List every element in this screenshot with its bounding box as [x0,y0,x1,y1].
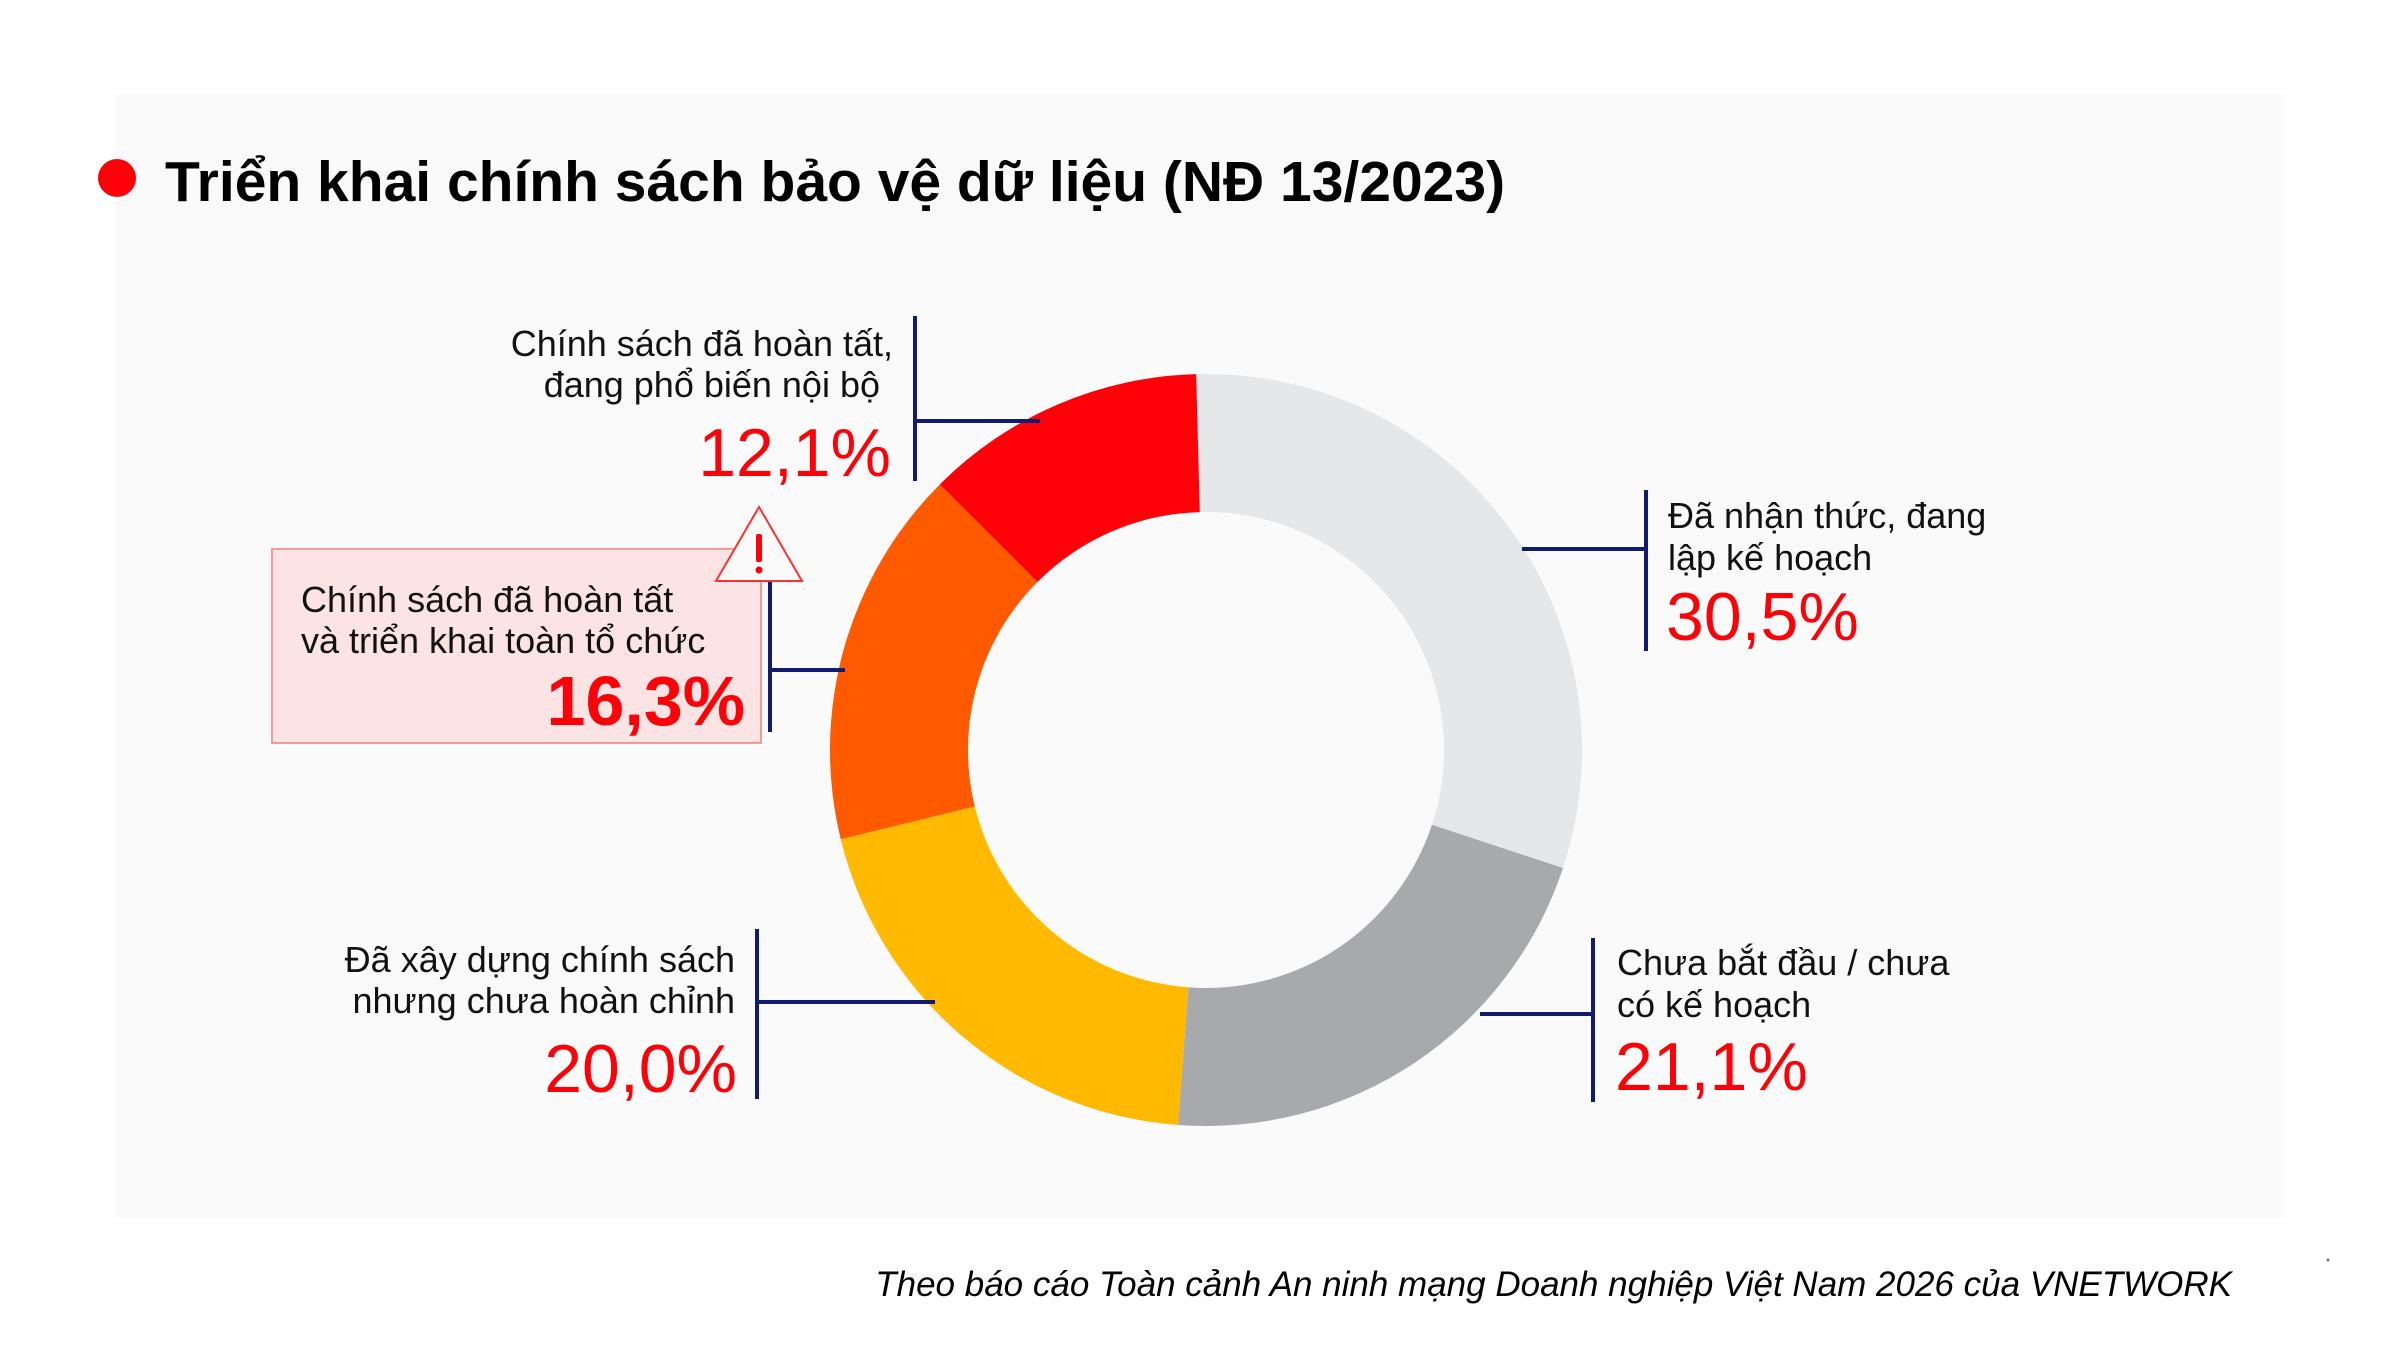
label-line1: Chưa bắt đầu / chưa [1617,942,1950,983]
callout-complete-disseminating: Chính sách đã hoàn tất, đang phổ biến nộ… [511,316,1040,491]
value-label: 30,5% [1666,579,1859,655]
label-line2: nhưng chưa hoàn chỉnh [353,980,735,1021]
callout-built-incomplete: Đã xây dựng chính sách nhưng chưa hoàn c… [345,929,935,1107]
callout-aware-planning: Đã nhận thức, đang lập kế hoạch 30,5% [1522,490,1986,655]
source-caption: Theo báo cáo Toàn cảnh An ninh mạng Doan… [875,1265,2233,1304]
callout-not-started: Chưa bắt đầu / chưa có kế hoạch 21,1% [1480,938,1950,1105]
value-label: 20,0% [544,1031,737,1107]
label-line2: có kế hoạch [1617,984,1811,1025]
donut-segment [1196,374,1582,869]
label-line2: và triển khai toàn tổ chức [301,620,705,661]
label-line1: Chính sách đã hoàn tất, [511,323,893,364]
donut-chart [829,374,1582,1126]
donut-segment [829,484,1038,840]
value-label: 16,3% [547,662,745,740]
donut-segment [840,806,1189,1125]
title-bullet-icon [98,159,136,197]
value-label: 12,1% [698,415,891,491]
label-line2: lập kế hoạch [1668,537,1872,578]
label-line2: đang phổ biến nội bộ [544,364,880,405]
chart-title: Triển khai chính sách bảo vệ dữ liệu (NĐ… [165,150,1505,214]
value-label: 21,1% [1615,1029,1808,1105]
callout-complete-deployed: Chính sách đã hoàn tất và triển khai toà… [271,505,845,744]
stray-dot [2326,1258,2330,1262]
label-line1: Chính sách đã hoàn tất [301,579,673,620]
label-line1: Đã nhận thức, đang [1668,495,1986,536]
highlight-box [271,548,762,744]
warning-triangle-icon [714,505,804,582]
label-line1: Đã xây dựng chính sách [345,939,735,980]
donut-segment [939,374,1200,582]
donut-segment [1178,824,1563,1126]
